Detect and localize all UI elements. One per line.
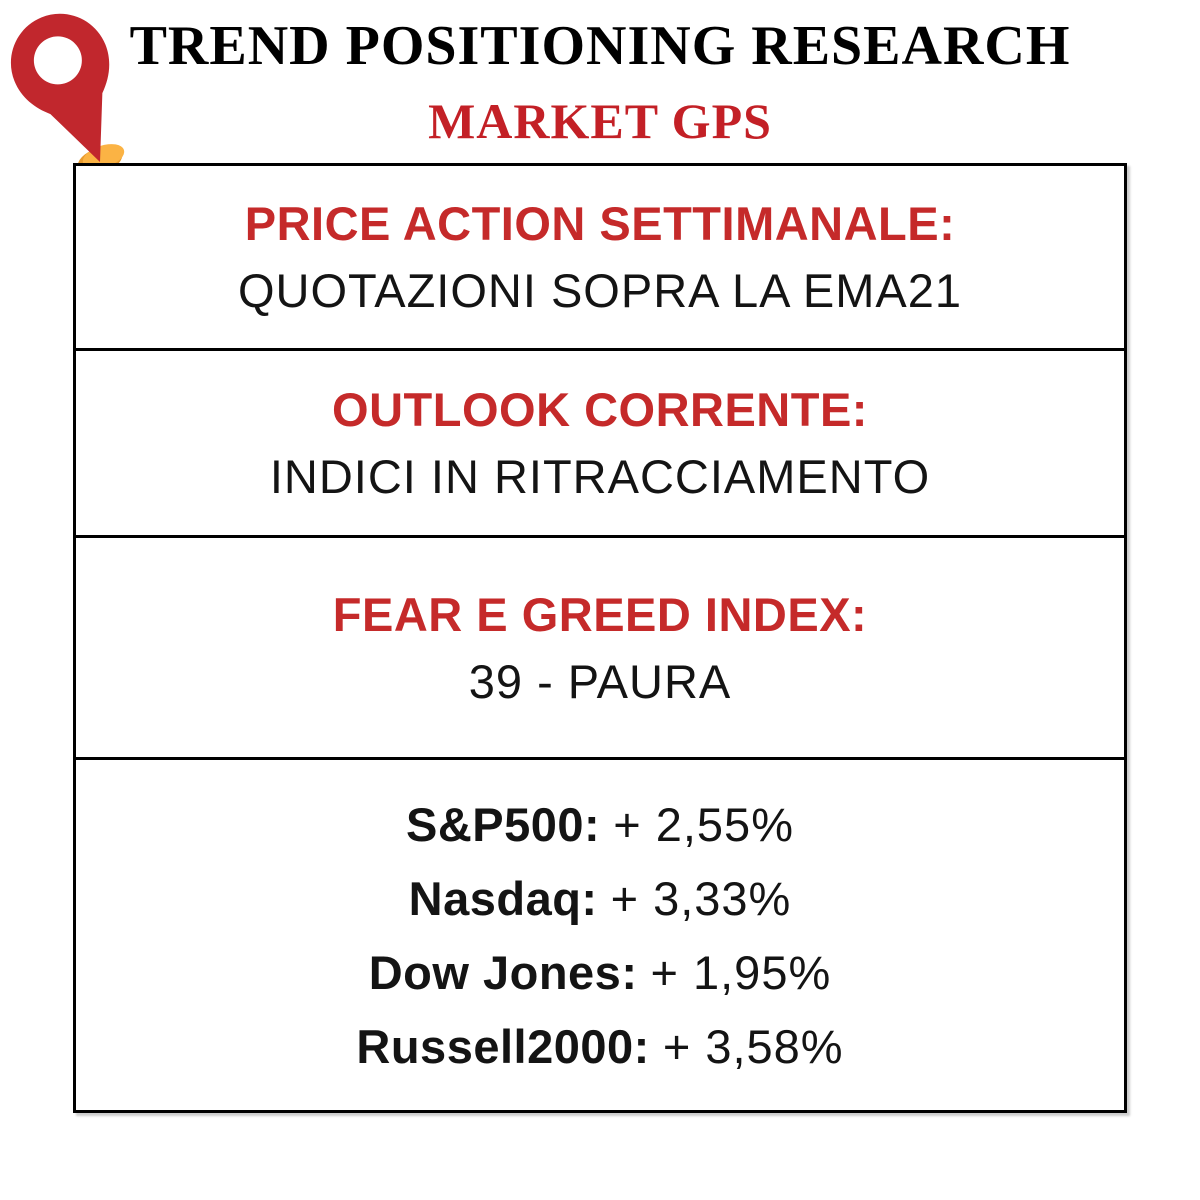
index-line-sp500: S&P500: + 2,55% <box>406 801 794 848</box>
index-line-russell2000: Russell2000: + 3,58% <box>356 1023 843 1070</box>
index-label: Russell2000: <box>356 1019 650 1073</box>
price-action-value: QUOTAZIONI SOPRA LA EMA21 <box>237 264 963 317</box>
outlook-row: OUTLOOK CORRENTE: INDICI IN RITRACCIAMEN… <box>76 348 1124 535</box>
index-value: + 2,55% <box>613 797 794 851</box>
index-label: Nasdaq: <box>408 871 598 925</box>
index-label: S&P500: <box>406 797 601 851</box>
fear-greed-value: 39 - PAURA <box>468 654 732 708</box>
page-subtitle: MARKET GPS <box>428 93 772 149</box>
fear-greed-heading: FEAR E GREED INDEX: <box>332 587 868 641</box>
index-value: + 3,58% <box>662 1019 844 1073</box>
pin-body <box>11 13 110 162</box>
pin-hole <box>33 36 82 85</box>
index-value: + 1,95% <box>650 945 832 999</box>
index-label: Dow Jones: <box>368 945 638 999</box>
index-value: + 3,33% <box>610 871 792 925</box>
indices-row: S&P500: + 2,55% Nasdaq: + 3,33% Dow Jone… <box>76 757 1124 1110</box>
page-title: TREND POSITIONING RESEARCH <box>129 15 1071 77</box>
outlook-heading: OUTLOOK CORRENTE: <box>332 383 868 436</box>
index-line-nasdaq: Nasdaq: + 3,33% <box>409 875 792 922</box>
outlook-value: INDICI IN RITRACCIAMENTO <box>269 450 931 503</box>
price-action-row: PRICE ACTION SETTIMANALE: QUOTAZIONI SOP… <box>76 166 1124 348</box>
index-line-dow-jones: Dow Jones: + 1,95% <box>369 949 832 996</box>
fear-greed-row: FEAR E GREED INDEX: 39 - PAURA <box>76 535 1124 757</box>
summary-table: PRICE ACTION SETTIMANALE: QUOTAZIONI SOP… <box>73 163 1127 1113</box>
price-action-heading: PRICE ACTION SETTIMANALE: <box>244 197 956 250</box>
